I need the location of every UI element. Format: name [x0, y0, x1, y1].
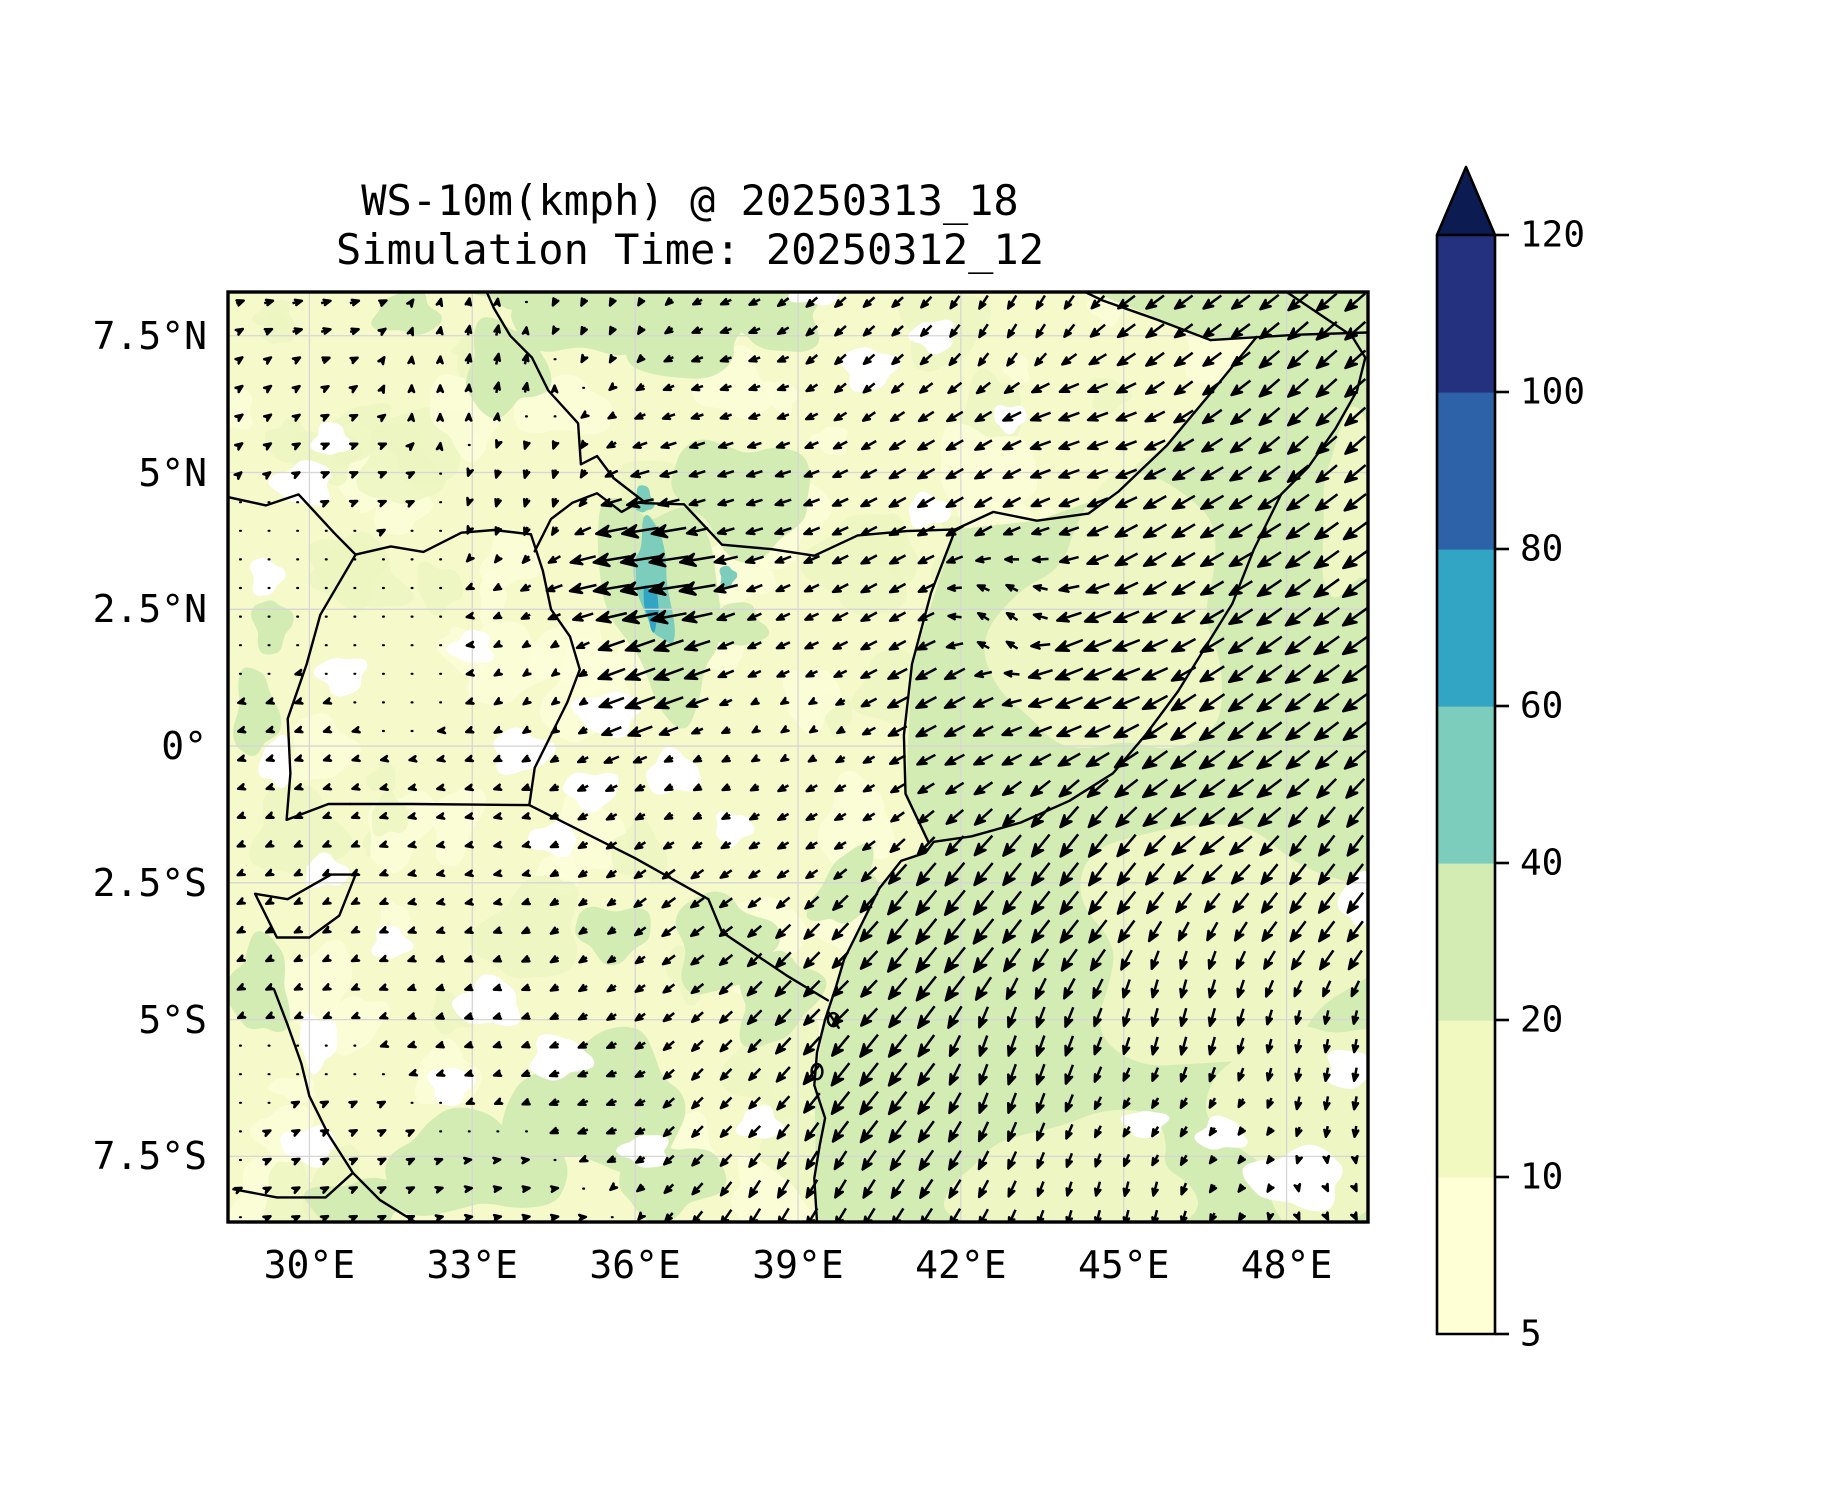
colorbar-segment — [1437, 1020, 1495, 1178]
colorbar-segment — [1437, 863, 1495, 1021]
colorbar-segment — [1437, 235, 1495, 393]
y-tick-label: 7.5°S — [92, 1134, 207, 1179]
x-tick-label: 30°E — [263, 1243, 356, 1287]
chart-subtitle: Simulation Time: 20250312_12 — [335, 225, 1045, 274]
y-tick-label: 2.5°N — [92, 587, 207, 632]
y-tick-label: 2.5°S — [92, 860, 207, 905]
x-tick-label: 45°E — [1077, 1243, 1170, 1287]
colorbar — [1435, 165, 1509, 1336]
colorbar-tick-label: 5 — [1520, 1313, 1542, 1355]
colorbar-tick-label: 120 — [1520, 214, 1586, 256]
y-tick-label: 5°S — [138, 997, 207, 1042]
x-tick-label: 42°E — [915, 1243, 1007, 1287]
colorbar-segment — [1437, 706, 1495, 864]
colorbar-segment — [1437, 392, 1495, 550]
colorbar-segment — [1437, 549, 1495, 707]
colorbar-segment — [1437, 1177, 1495, 1335]
x-tick-label: 39°E — [752, 1243, 844, 1287]
chart-title: WS-10m(kmph) @ 20250313_18 — [361, 176, 1019, 225]
colorbar-tick-label: 10 — [1520, 1156, 1564, 1198]
wind-vector-arrows — [233, 292, 1368, 1222]
colorbar-extend-arrow — [1435, 165, 1497, 237]
colorbar-tick-label: 60 — [1520, 685, 1564, 727]
y-tick-label: 0° — [161, 724, 207, 769]
colorbar-tick-label: 20 — [1520, 999, 1564, 1041]
colorbar-tick-label: 80 — [1520, 528, 1564, 570]
y-tick-label: 7.5°N — [92, 313, 207, 358]
x-tick-label: 36°E — [589, 1243, 681, 1287]
colorbar-tick-label: 100 — [1520, 371, 1586, 413]
y-tick-label: 5°N — [138, 450, 207, 495]
x-tick-label: 48°E — [1240, 1243, 1333, 1287]
map-frame — [226, 290, 1370, 1224]
x-tick-label: 33°E — [426, 1243, 519, 1287]
colorbar-tick-label: 40 — [1520, 842, 1564, 884]
